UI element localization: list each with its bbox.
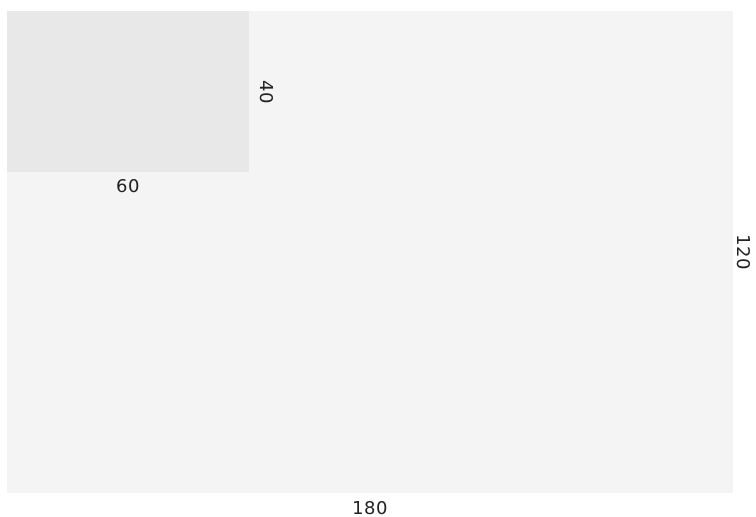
outer-height-label: 120: [732, 234, 753, 270]
outer-width-label: 180: [352, 498, 388, 517]
inner-height-label: 40: [255, 80, 276, 104]
inner-width-label: 60: [116, 176, 140, 197]
inner-rectangle: [7, 11, 249, 172]
